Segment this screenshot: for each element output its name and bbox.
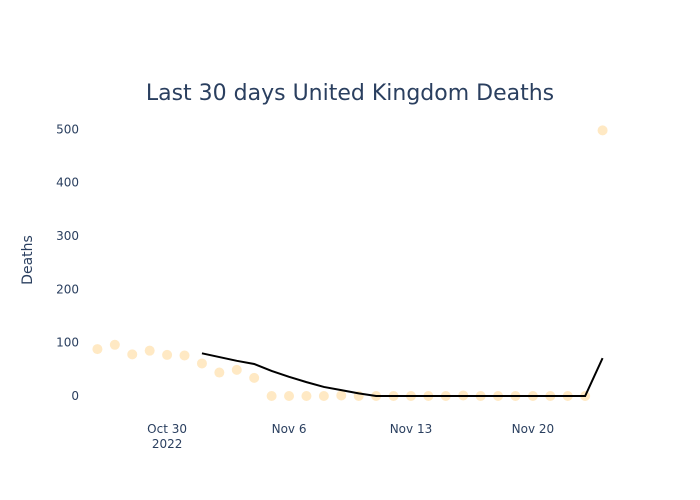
data-point (179, 350, 190, 361)
y-axis-title: Deaths (20, 235, 36, 285)
data-point (597, 125, 608, 136)
y-tick-label: 200 (56, 282, 79, 296)
y-tick-label: 100 (56, 336, 79, 350)
data-point (336, 390, 347, 401)
data-point (92, 344, 103, 355)
data-point (162, 349, 173, 360)
x-tick-year-label: 2022 (152, 437, 183, 451)
x-tick-label: Nov 20 (512, 422, 555, 436)
data-point (284, 391, 295, 401)
data-point (109, 339, 120, 350)
data-point (196, 358, 207, 369)
data-point (144, 345, 155, 356)
data-point (266, 391, 277, 401)
y-tick-label: 400 (56, 176, 79, 190)
x-tick-label: Nov 13 (390, 422, 433, 436)
data-point (214, 367, 225, 378)
rolling-average-line (201, 352, 604, 397)
y-tick-label: 300 (56, 229, 79, 243)
data-point (249, 372, 260, 383)
y-tick-label: 0 (71, 389, 79, 403)
data-point (127, 349, 138, 360)
y-tick-label: 500 (56, 122, 79, 136)
y-axis-ticks: 0 100 200 300 400 500 (56, 122, 79, 403)
plot-area (92, 125, 608, 401)
x-tick-label: Oct 30 (147, 422, 187, 436)
data-point (301, 391, 312, 401)
data-point (318, 391, 329, 401)
chart-title: Last 30 days United Kingdom Deaths (146, 81, 554, 106)
x-tick-label: Nov 6 (272, 422, 307, 436)
data-point (231, 364, 242, 375)
